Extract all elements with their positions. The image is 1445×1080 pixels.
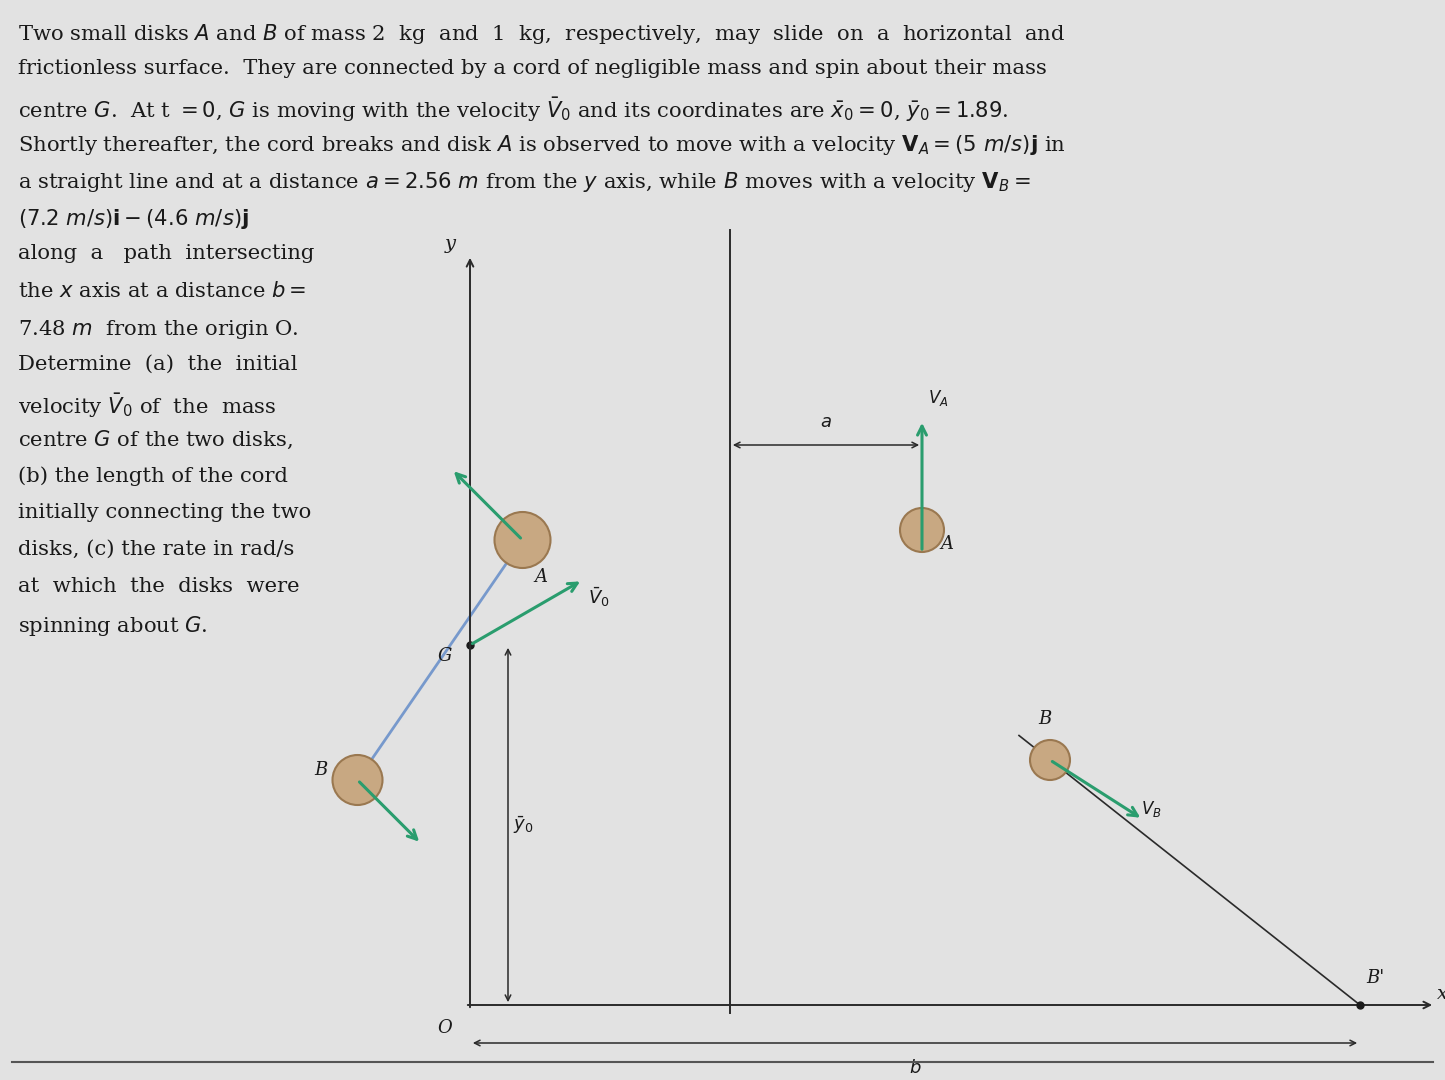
- Text: velocity $\bar{V}_0$ of  the  mass: velocity $\bar{V}_0$ of the mass: [17, 392, 276, 420]
- Text: $\bar{V}_0$: $\bar{V}_0$: [588, 585, 610, 609]
- Text: initially connecting the two: initially connecting the two: [17, 503, 311, 522]
- Ellipse shape: [332, 755, 383, 805]
- Text: $V_B$: $V_B$: [1140, 799, 1162, 820]
- Text: a straight line and at a distance $a = 2.56\ m$ from the $y$ axis, while $B$ mov: a straight line and at a distance $a = 2…: [17, 170, 1030, 194]
- Text: (b) the length of the cord: (b) the length of the cord: [17, 465, 288, 486]
- Ellipse shape: [1030, 740, 1069, 780]
- Text: spinning about $G$.: spinning about $G$.: [17, 615, 208, 638]
- Text: centre $G$.  At t $= 0$, $G$ is moving with the velocity $\bar{V}_0$ and its coo: centre $G$. At t $= 0$, $G$ is moving wi…: [17, 96, 1009, 124]
- Text: at  which  the  disks  were: at which the disks were: [17, 577, 299, 596]
- Text: G: G: [438, 647, 452, 665]
- Ellipse shape: [900, 508, 944, 552]
- Text: frictionless surface.  They are connected by a cord of negligible mass and spin : frictionless surface. They are connected…: [17, 59, 1046, 78]
- Text: $\bar{y}_0$: $\bar{y}_0$: [513, 814, 533, 836]
- Text: B: B: [1038, 710, 1052, 728]
- Text: the $x$ axis at a distance $b =$: the $x$ axis at a distance $b =$: [17, 281, 306, 301]
- Text: B': B': [1366, 969, 1384, 987]
- Text: 7.48 $m$  from the origin O.: 7.48 $m$ from the origin O.: [17, 318, 299, 341]
- Text: Determine  (a)  the  initial: Determine (a) the initial: [17, 355, 298, 374]
- Ellipse shape: [494, 512, 551, 568]
- Text: A: A: [535, 568, 548, 586]
- Text: along  a   path  intersecting: along a path intersecting: [17, 244, 315, 264]
- Text: A: A: [941, 535, 954, 553]
- Text: $V_A$: $V_A$: [928, 388, 948, 408]
- Text: centre $G$ of the two disks,: centre $G$ of the two disks,: [17, 429, 293, 451]
- Text: O: O: [438, 1020, 452, 1037]
- Text: $b$: $b$: [909, 1059, 922, 1077]
- Text: $a$: $a$: [821, 413, 832, 431]
- Text: x: x: [1436, 985, 1445, 1003]
- Text: disks, (c) the rate in rad/s: disks, (c) the rate in rad/s: [17, 540, 295, 559]
- Text: Shortly thereafter, the cord breaks and disk $A$ is observed to move with a velo: Shortly thereafter, the cord breaks and …: [17, 133, 1066, 157]
- Text: B: B: [314, 761, 328, 779]
- Text: $(7.2\ m/s)\mathbf{i} - (4.6\ m/s)\mathbf{j}$: $(7.2\ m/s)\mathbf{i} - (4.6\ m/s)\mathb…: [17, 207, 249, 231]
- Text: y: y: [445, 235, 457, 253]
- Text: Two small disks $A$ and $B$ of mass 2  kg  and  1  kg,  respectively,  may  slid: Two small disks $A$ and $B$ of mass 2 kg…: [17, 22, 1065, 46]
